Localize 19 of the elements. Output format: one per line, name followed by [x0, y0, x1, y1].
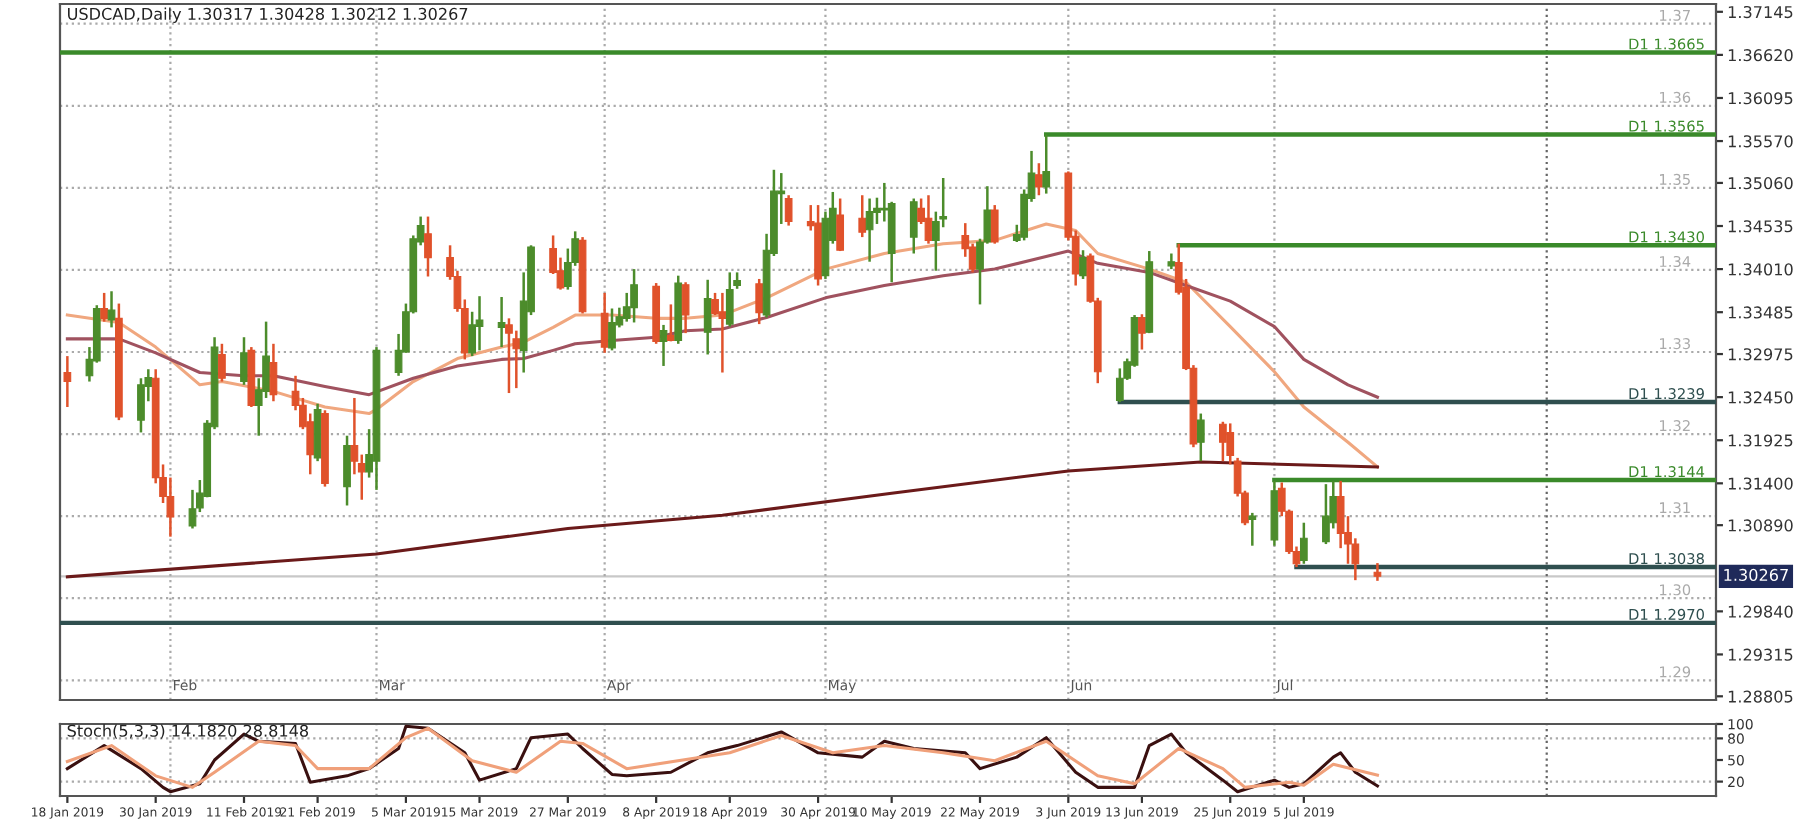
y-tick-label: 1.32450 [1728, 391, 1793, 404]
y-tick-label: 1.35570 [1728, 135, 1793, 148]
chart-title: Stoch(5,3,3) 14.1820 28.8148 [67, 724, 309, 739]
y-tick-label: 1.29315 [1728, 648, 1793, 661]
y-tick-label: 1.33485 [1728, 306, 1793, 319]
y-tick-label: 1.30890 [1728, 519, 1793, 532]
y-tick-label: 1.28805 [1728, 690, 1793, 703]
y-tick-label: 1.36620 [1728, 49, 1793, 62]
y-tick-label: 1.34535 [1728, 220, 1793, 233]
chart-title: USDCAD,Daily 1.30317 1.30428 1.30212 1.30267 [68, 7, 468, 24]
y-tick-label: 1.31925 [1728, 434, 1793, 447]
y-tick-label: 1.36095 [1728, 92, 1793, 105]
y-tick-label: 1.37145 [1728, 5, 1793, 19]
ref-line-label: 1.30267 [1724, 568, 1788, 581]
y-tick-label: 1.34010 [1728, 263, 1793, 276]
y-tick-label: 1.35060 [1728, 177, 1793, 190]
y-tick-label: 1.32975 [1728, 348, 1793, 361]
y-tick-label: 1.29840 [1728, 605, 1793, 618]
y-tick-label: 1.31400 [1728, 477, 1793, 490]
